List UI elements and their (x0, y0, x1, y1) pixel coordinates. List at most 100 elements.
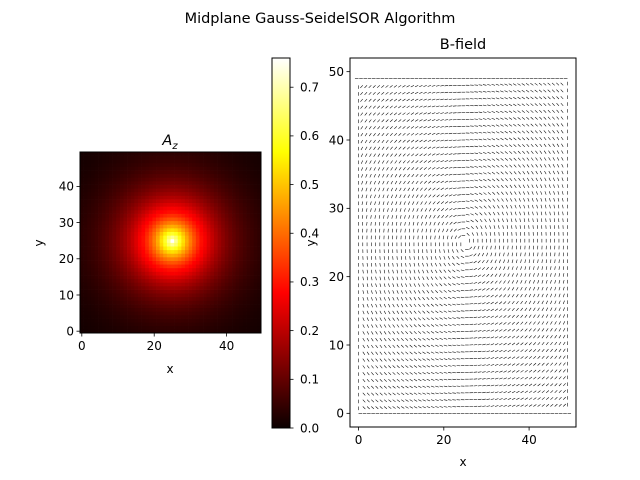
heatmap-cell (170, 253, 175, 258)
heatmap-cell (123, 235, 128, 240)
quiver-arrow (482, 323, 486, 325)
heatmap-cell (224, 195, 229, 200)
quiver-arrow (497, 211, 500, 216)
heatmap-cell (101, 314, 106, 319)
heatmap-cell (239, 275, 244, 280)
quiver-arrow (520, 328, 524, 332)
heatmap-cell (105, 300, 110, 305)
heatmap-cell (224, 231, 229, 236)
heatmap-cell (127, 289, 132, 294)
quiver-arrow (543, 123, 547, 127)
heatmap-cell (108, 209, 113, 214)
heatmap-cell (119, 188, 124, 193)
quiver-arrow (410, 139, 415, 143)
heatmap-cell (174, 162, 179, 167)
heatmap-cell (152, 260, 157, 265)
heatmap-cell (235, 300, 240, 305)
heatmap-cell (116, 253, 121, 258)
quiver-arrow (526, 164, 530, 168)
heatmap-cell (101, 188, 106, 193)
quiver-arrow (534, 89, 538, 93)
heatmap-cell (221, 267, 226, 272)
heatmap-cell (116, 170, 121, 175)
quiver-arrow (541, 390, 545, 394)
quiver-arrow (435, 392, 439, 395)
heatmap-cell (250, 162, 255, 167)
heatmap-cell (170, 289, 175, 294)
heatmap-cell (250, 307, 255, 312)
quiver-arrow (527, 177, 530, 182)
heatmap-cell (232, 217, 237, 222)
quiver-arrow (481, 232, 483, 236)
heatmap-cell (112, 199, 117, 204)
heatmap-cell (152, 184, 157, 189)
heatmap-cell (116, 282, 121, 287)
quiver-arrow (531, 164, 534, 168)
quiver-arrow (375, 262, 377, 267)
heatmap-cell (83, 177, 88, 182)
heatmap-cell (101, 318, 106, 323)
quiver-arrow (511, 294, 515, 298)
heatmap-cell (217, 249, 222, 254)
heatmap-cell (188, 213, 193, 218)
heatmap-cell (246, 155, 251, 160)
quiver-arrow (476, 232, 479, 236)
quiver-arrow (558, 403, 562, 407)
quiver-arrow (487, 192, 491, 195)
heatmap-cell (137, 220, 142, 225)
heatmap-cell (246, 206, 251, 211)
quiver-arrow (391, 221, 393, 226)
heatmap-cell (257, 166, 262, 171)
heatmap-cell (166, 289, 171, 294)
heatmap-cell (224, 177, 229, 182)
heatmap-cell (242, 325, 247, 330)
quiver-arrow (394, 167, 398, 171)
heatmap-cell (213, 202, 218, 207)
quiver-arrow (528, 314, 532, 318)
heatmap-cell (170, 256, 175, 261)
heatmap-cell (141, 264, 146, 269)
heatmap-cell (98, 249, 103, 254)
heatmap-cell (188, 311, 193, 316)
quiver-arrow (494, 377, 499, 380)
heatmap-cell (152, 271, 157, 276)
heatmap-cell (134, 307, 139, 312)
heatmap-cell (253, 159, 258, 164)
heatmap-cell (242, 166, 247, 171)
quiver-arrow (405, 372, 409, 375)
quiver-arrow (396, 385, 400, 389)
quiver-arrow (430, 256, 433, 260)
heatmap-cell (250, 296, 255, 301)
quiver-arrow (368, 119, 372, 123)
heatmap-cell (195, 220, 200, 225)
quiver-arrow (487, 138, 491, 141)
heatmap-cell (181, 260, 186, 265)
heatmap-cell (127, 202, 132, 207)
heatmap-cell (203, 246, 208, 251)
heatmap-cell (166, 246, 171, 251)
heatmap-cell (232, 282, 237, 287)
quiver-arrow (491, 90, 496, 93)
heatmap-cell (123, 300, 128, 305)
quiver-arrow (430, 303, 434, 307)
heatmap-cell (177, 307, 182, 312)
quiver-arrow (557, 184, 560, 188)
quiver-arrow (453, 146, 457, 148)
heatmap-cell (253, 162, 258, 167)
quiver-arrow (372, 105, 376, 109)
heatmap-cell (184, 325, 189, 330)
heatmap-cell (108, 275, 113, 280)
heatmap-cell (199, 322, 204, 327)
quiver-arrow (516, 377, 520, 380)
heatmap-cell (221, 242, 226, 247)
heatmap-cell (134, 209, 139, 214)
quiver-arrow (487, 97, 491, 100)
heatmap-cell (80, 166, 84, 171)
heatmap-cell (156, 217, 160, 222)
quiver-arrow (414, 98, 419, 101)
quiver-arrow (526, 103, 530, 107)
quiver-arrow (541, 293, 544, 298)
quiver-arrow (503, 273, 506, 277)
heatmap-cell (119, 173, 124, 178)
heatmap-cell (166, 220, 171, 225)
